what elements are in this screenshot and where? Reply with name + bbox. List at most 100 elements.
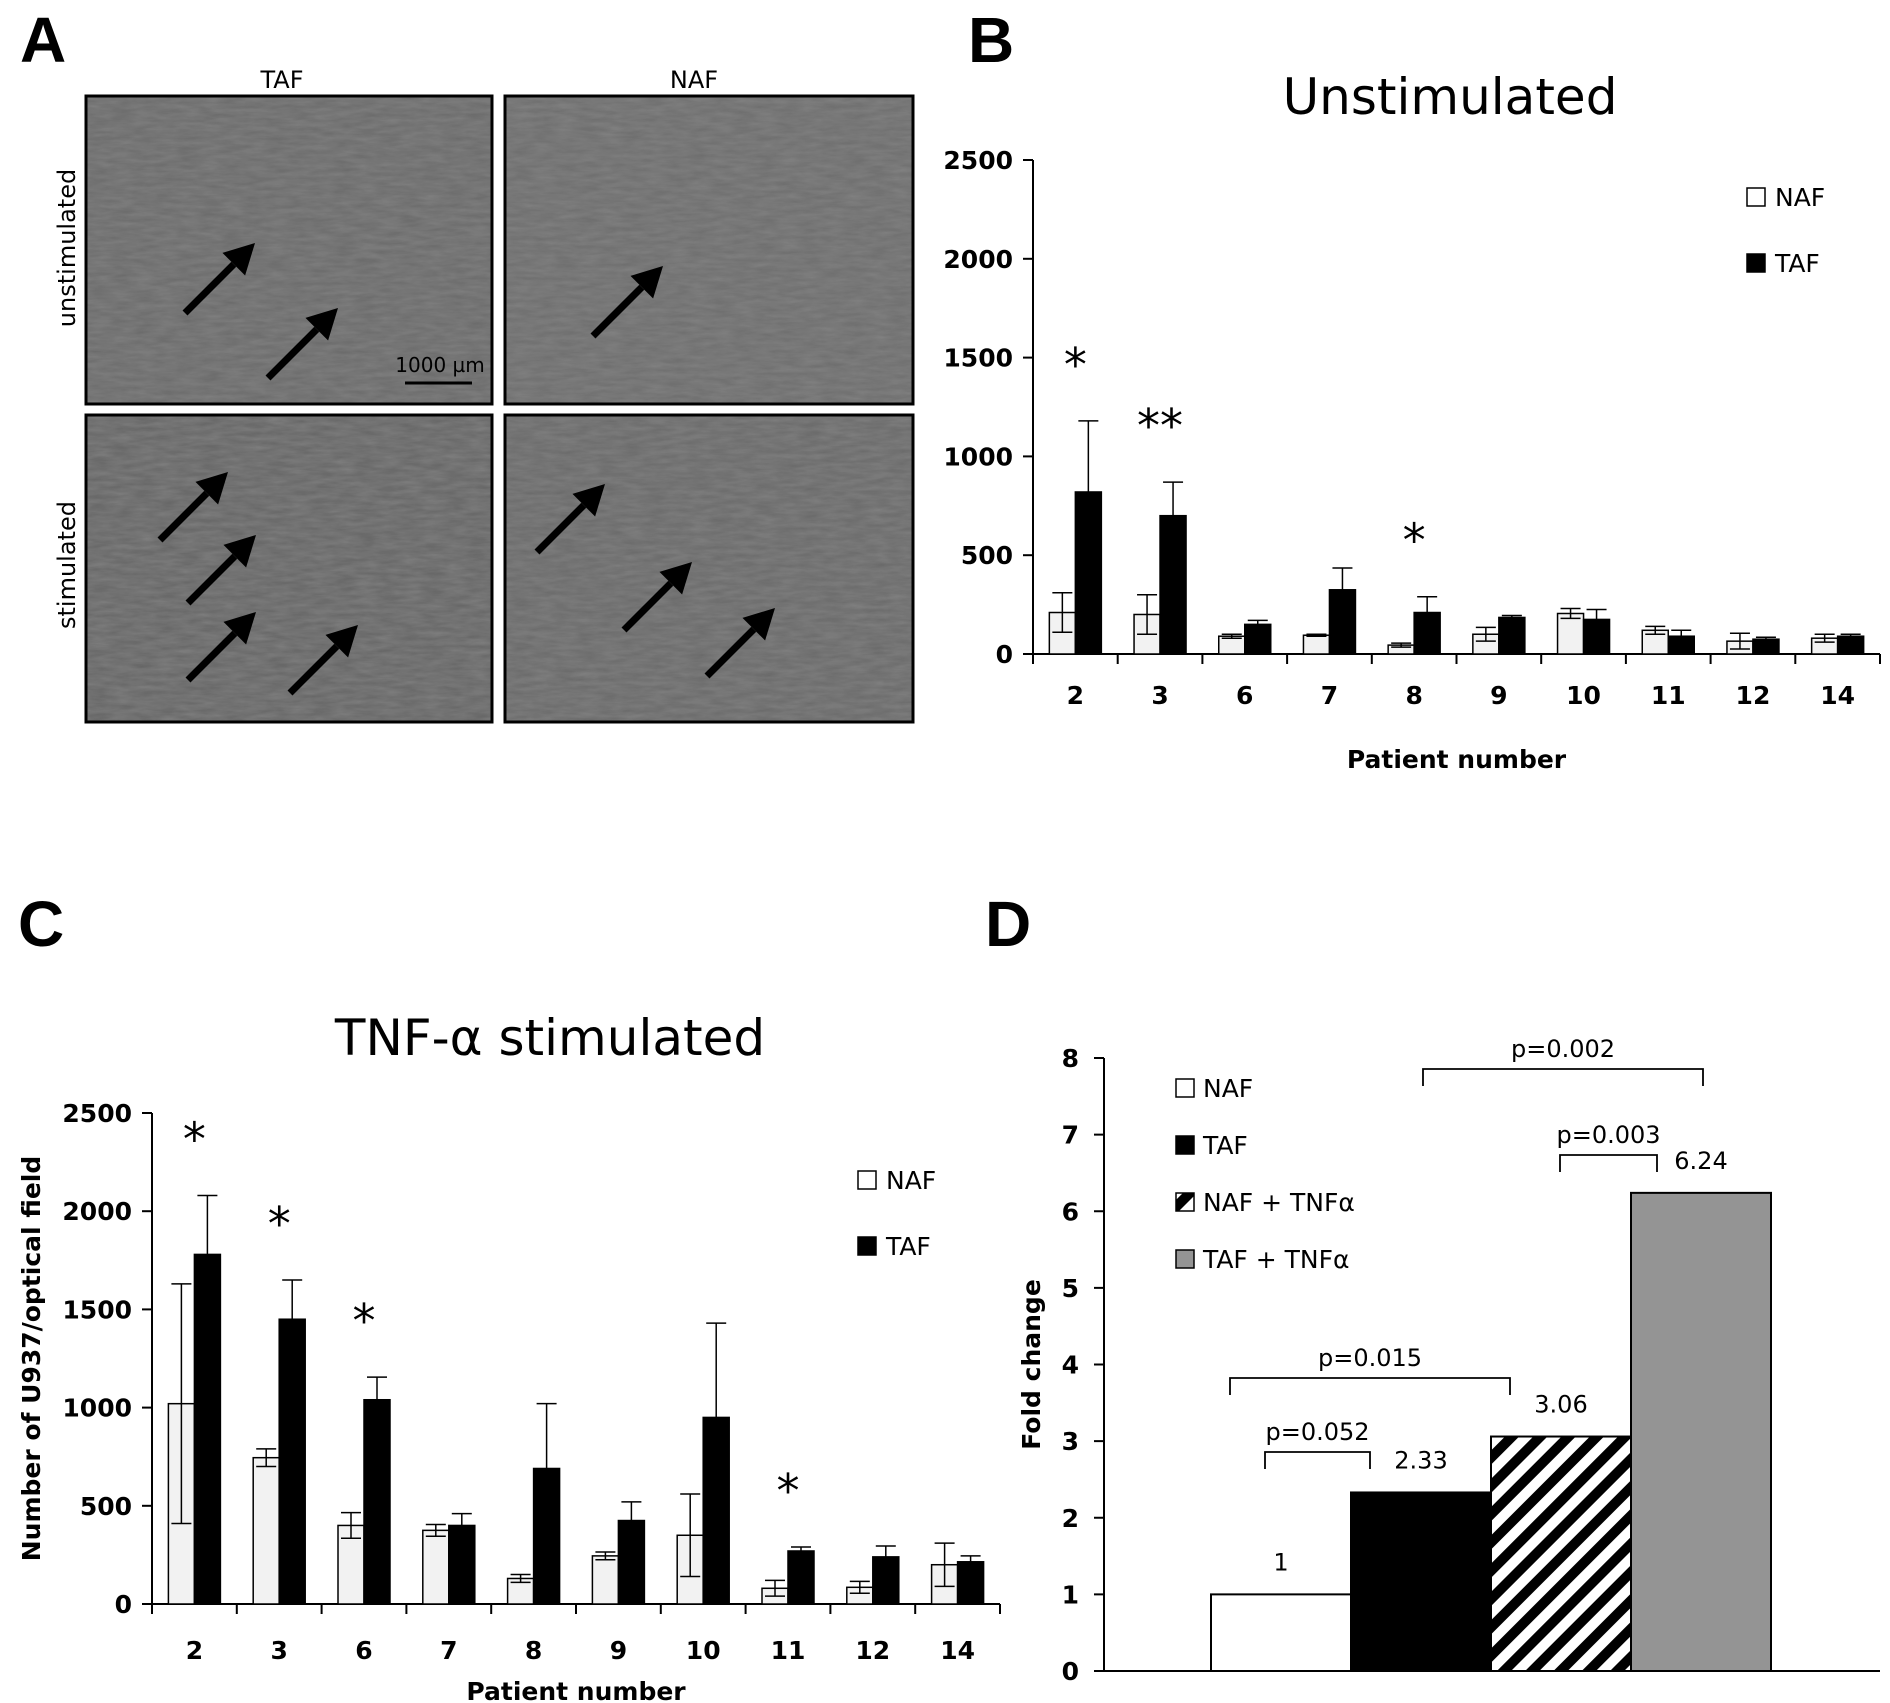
p-value-label: p=0.003 xyxy=(1556,1121,1660,1149)
y-tick-label: 2000 xyxy=(62,1197,132,1226)
bar-taf xyxy=(278,1318,306,1605)
y-tick-label: 1500 xyxy=(62,1295,132,1324)
x-tick-label: 6 xyxy=(355,1636,372,1665)
x-tick-label: 6 xyxy=(1236,681,1253,710)
bar-taf xyxy=(193,1253,222,1605)
row-label-unstimulated: unstimulated xyxy=(53,169,81,327)
bar-taf xyxy=(787,1550,815,1605)
x-tick-label: 7 xyxy=(440,1636,457,1665)
arrow-shaft xyxy=(185,630,238,683)
legend-label: NAF xyxy=(1775,183,1825,212)
significance-marker: * xyxy=(353,1294,376,1348)
y-tick-label: 0 xyxy=(115,1590,132,1619)
y-tick-label: 2500 xyxy=(62,1099,132,1128)
bar-taf xyxy=(1498,616,1526,655)
bar-naf xyxy=(1302,634,1331,655)
x-tick-label: 14 xyxy=(1820,681,1855,710)
bar-taf-tnf- xyxy=(1630,1191,1772,1672)
arrow-shaft xyxy=(590,284,645,339)
arrow-shaft xyxy=(621,580,674,633)
y-tick-label: 7 xyxy=(1062,1121,1079,1150)
panel-letter-c: C xyxy=(18,888,64,960)
x-tick-label: 11 xyxy=(771,1636,806,1665)
x-tick-label: 12 xyxy=(1736,681,1771,710)
y-tick-label: 500 xyxy=(961,541,1013,570)
value-label: 1 xyxy=(1273,1548,1288,1576)
micrograph-taf-stimulated xyxy=(84,413,494,724)
bar-naf-tnf- xyxy=(1490,1435,1632,1672)
micrograph-naf-unstimulated xyxy=(503,94,915,406)
arrow-head xyxy=(630,266,663,299)
arrow-shaft xyxy=(704,626,757,679)
arrow-head xyxy=(223,535,256,568)
bar-taf xyxy=(1667,635,1695,655)
panel-d-chart: 0 1 2 3 4 5 6 7 8 Fold change 1 2.33 3.06 6.24 p=0.052… xyxy=(1017,1035,1880,1686)
bar-taf xyxy=(1413,611,1441,655)
legend-swatch xyxy=(1175,1192,1195,1212)
bar-taf xyxy=(448,1524,476,1605)
y-tick-label: 2000 xyxy=(943,245,1013,274)
col-label-taf: TAF xyxy=(259,66,303,94)
x-tick-label: 2 xyxy=(1067,681,1084,710)
bar-taf xyxy=(1328,589,1357,655)
legend-label: TAF xyxy=(1774,249,1820,278)
arrow-shaft xyxy=(185,553,238,606)
y-tick-label: 0 xyxy=(1062,1657,1079,1686)
row-label-stimulated: stimulated xyxy=(53,501,81,629)
significance-marker: * xyxy=(183,1112,206,1166)
x-tick-label: 2 xyxy=(186,1636,203,1665)
x-tick-label: 8 xyxy=(1405,681,1422,710)
y-tick-label: 1000 xyxy=(943,442,1013,471)
bar-taf xyxy=(1244,623,1272,655)
x-tick-label: 3 xyxy=(270,1636,287,1665)
comparison-bracket xyxy=(1559,1154,1658,1172)
arrow-head xyxy=(325,625,358,658)
arrow-shaft xyxy=(265,326,320,381)
panel-letter-d: D xyxy=(985,888,1031,960)
p-value-label: p=0.015 xyxy=(1318,1344,1422,1372)
y-tick-label: 2500 xyxy=(943,146,1013,175)
significance-marker: * xyxy=(268,1197,291,1251)
bar-taf xyxy=(532,1467,561,1605)
x-tick-label: 9 xyxy=(1490,681,1507,710)
y-tick-label: 1000 xyxy=(62,1394,132,1423)
legend-label: NAF + TNFα xyxy=(1203,1188,1355,1217)
arrow-head xyxy=(195,472,228,505)
comparison-bracket xyxy=(1422,1068,1704,1086)
y-tick-label: 5 xyxy=(1062,1274,1079,1303)
chart-title: Unstimulated xyxy=(1283,68,1618,126)
arrow-head xyxy=(659,562,692,595)
y-axis-label: Number of U937/optical field xyxy=(17,1156,46,1562)
x-tick-label: 10 xyxy=(686,1636,721,1665)
bar-taf xyxy=(702,1416,730,1605)
y-axis-label: Fold change xyxy=(1017,1279,1046,1450)
y-tick-label: 0 xyxy=(996,640,1013,669)
legend-label: TAF xyxy=(885,1232,931,1261)
bar-taf xyxy=(1159,514,1187,655)
legend-label: TAF + TNFα xyxy=(1202,1245,1349,1274)
bar-taf xyxy=(363,1398,391,1605)
arrow-head xyxy=(223,612,256,645)
x-tick-label: 10 xyxy=(1566,681,1601,710)
bar-taf xyxy=(1752,638,1780,655)
arrow-shaft xyxy=(182,261,237,316)
x-tick-label: 14 xyxy=(940,1636,975,1665)
bar-naf xyxy=(1556,612,1585,655)
y-tick-label: 2 xyxy=(1062,1504,1079,1533)
bar-taf xyxy=(1836,635,1865,655)
arrow-shaft xyxy=(287,643,340,696)
bar-taf xyxy=(1074,491,1103,655)
arrow-head xyxy=(222,243,255,276)
legend-swatch xyxy=(1175,1078,1195,1098)
p-value-label: p=0.052 xyxy=(1265,1418,1369,1446)
micrograph-naf-stimulated xyxy=(503,413,915,724)
arrow-head xyxy=(742,608,775,641)
legend-label: NAF xyxy=(886,1166,936,1195)
arrow-shaft xyxy=(534,502,587,555)
comparison-bracket xyxy=(1229,1377,1511,1395)
x-tick-label: 11 xyxy=(1651,681,1686,710)
bar-taf xyxy=(1350,1491,1492,1672)
y-tick-label: 6 xyxy=(1062,1197,1079,1226)
bar-taf xyxy=(1582,618,1611,655)
x-axis-label: Patient number xyxy=(1347,745,1567,774)
